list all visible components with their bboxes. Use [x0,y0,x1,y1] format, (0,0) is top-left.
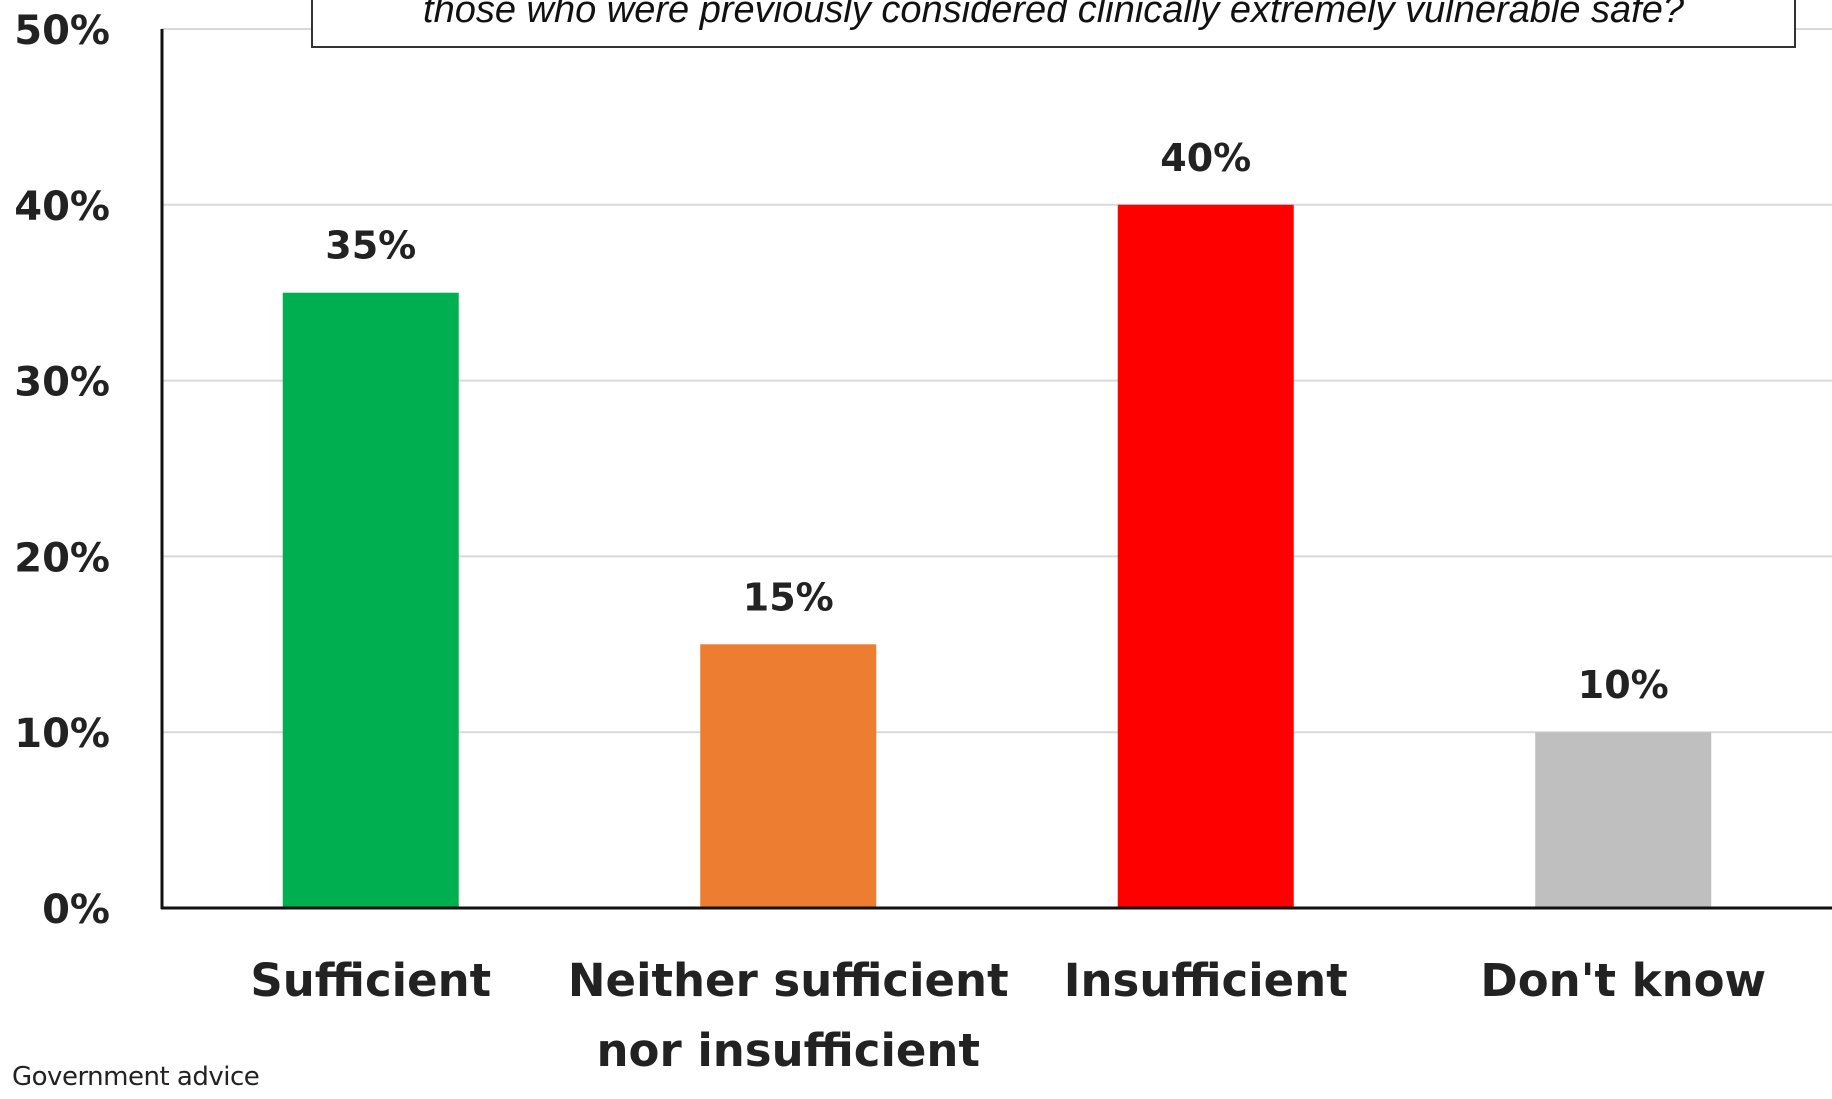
x-tick-label: nor insufficient [597,1024,980,1077]
x-tick-label: Don't know [1480,954,1766,1007]
bar [1117,204,1294,907]
chart-title: those who were previously considered cli… [311,0,1796,48]
bar [1535,732,1712,907]
x-tick-label: Sufficient [250,954,491,1007]
data-label: 35% [325,224,416,268]
y-tick-label: 30% [14,360,110,406]
data-label: 10% [1578,663,1669,707]
x-tick-label: Insufficient [1064,954,1348,1007]
data-label: 15% [743,575,834,619]
bar [700,644,877,907]
y-tick-label: 10% [14,711,110,757]
x-tick-label: Neither sufficient [568,954,1009,1007]
y-tick-label: 0% [42,887,110,933]
footnote: Government advice [12,1062,260,1092]
data-label: 40% [1160,136,1251,180]
y-tick-label: 40% [14,184,110,230]
y-tick-label: 50% [14,8,110,54]
bar [282,292,459,907]
y-tick-label: 20% [14,535,110,581]
